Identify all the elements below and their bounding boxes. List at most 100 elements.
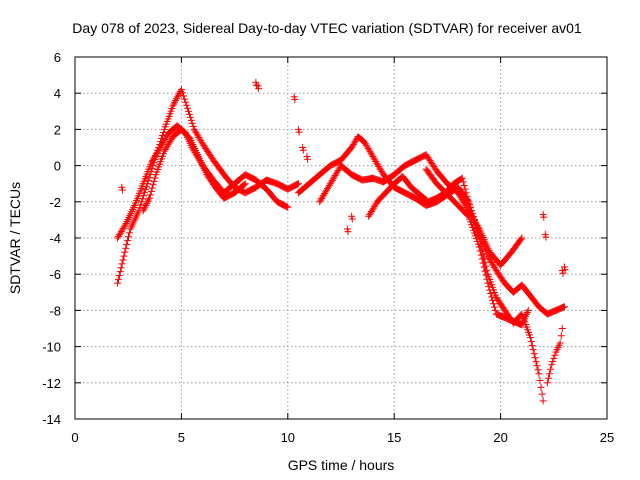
x-tick-label: 0: [71, 430, 78, 445]
data-point: [460, 182, 468, 190]
data-point: [485, 283, 493, 291]
data-point: [550, 354, 558, 362]
data-point: [349, 142, 357, 150]
x-tick-label: 10: [281, 430, 295, 445]
data-point: [559, 269, 567, 277]
data-point: [255, 85, 263, 93]
y-tick-label: 4: [54, 86, 61, 101]
data-point: [141, 186, 149, 194]
data-point: [464, 211, 472, 219]
x-axis-label: GPS time / hours: [288, 457, 395, 473]
x-tick-label: 25: [600, 430, 614, 445]
data-point: [458, 174, 466, 182]
x-tick-label: 20: [493, 430, 507, 445]
data-point: [139, 195, 147, 203]
data-point: [542, 233, 550, 241]
y-tick-label: 0: [54, 159, 61, 174]
data-point: [467, 207, 475, 215]
y-tick-label: -12: [42, 376, 61, 391]
data-point: [177, 86, 185, 94]
data-point: [149, 181, 157, 189]
data-point: [484, 279, 492, 287]
data-point: [528, 342, 536, 350]
data-point: [140, 205, 148, 213]
data-point: [533, 362, 541, 370]
data-point: [475, 243, 483, 251]
data-point: [466, 203, 474, 211]
data-point: [119, 256, 127, 264]
data-point: [483, 275, 491, 283]
data-point: [114, 275, 122, 283]
data-point: [539, 397, 547, 405]
data-point: [180, 92, 188, 100]
data-point: [534, 366, 542, 374]
y-tick-label: -10: [42, 340, 61, 355]
data-point: [490, 300, 498, 308]
data-point: [349, 140, 357, 148]
data-point: [291, 96, 299, 104]
data-point: [473, 228, 481, 236]
data-point: [182, 98, 190, 106]
data-point: [561, 266, 569, 274]
data-point: [118, 260, 126, 268]
data-point: [531, 354, 539, 362]
axis-ticks: -14 -12 -10 -8 -6 -4 -2 0 2 4 6 0 5 10 15 20 25: [42, 50, 614, 445]
data-point: [557, 332, 565, 340]
data-point: [529, 346, 537, 354]
data-point: [184, 104, 192, 112]
data-point: [294, 180, 302, 188]
y-tick-label: -8: [49, 303, 61, 318]
data-point: [472, 222, 480, 230]
data-point: [490, 303, 498, 311]
data-point: [544, 374, 552, 382]
data-point: [560, 303, 568, 311]
data-point: [145, 196, 153, 204]
data-point: [173, 95, 181, 103]
data-point: [151, 174, 159, 182]
data-point: [480, 263, 488, 271]
data-point: [115, 271, 123, 279]
y-tick-label: 6: [54, 50, 61, 65]
data-point: [546, 370, 554, 378]
data-point: [465, 200, 473, 208]
data-point: [136, 204, 144, 212]
data-point: [350, 139, 358, 147]
data-point: [150, 177, 158, 185]
data-point: [482, 271, 490, 279]
data-point: [138, 198, 146, 206]
data-point: [122, 244, 130, 252]
data-point: [137, 201, 145, 209]
data-point: [535, 370, 543, 378]
data-point: [185, 110, 193, 118]
data-point: [530, 350, 538, 358]
data-point: [170, 100, 178, 108]
data-point: [491, 307, 499, 315]
y-axis-label: SDTVAR / TECUs: [7, 182, 23, 294]
data-point: [241, 180, 249, 188]
data-point: [174, 91, 182, 99]
data-point: [479, 259, 487, 267]
data-point: [464, 196, 472, 204]
data-point: [186, 113, 194, 121]
data-point: [548, 361, 556, 369]
data-point: [481, 267, 489, 275]
data-point: [526, 334, 534, 342]
data-point: [536, 377, 544, 385]
data-point: [183, 101, 191, 109]
data-point: [476, 247, 484, 255]
data-point: [141, 203, 149, 211]
data-point: [145, 194, 153, 202]
data-point: [517, 235, 525, 243]
data-point: [142, 201, 150, 209]
data-point: [139, 207, 147, 215]
chart-title: Day 078 of 2023, Sidereal Day-to-day VTE…: [72, 20, 582, 36]
data-point: [295, 128, 303, 136]
data-point: [478, 255, 486, 263]
data-point: [178, 89, 186, 97]
data-point: [488, 293, 496, 301]
data-point: [144, 177, 152, 185]
data-point: [169, 102, 177, 110]
data-point: [147, 187, 155, 195]
x-tick-label: 15: [387, 430, 401, 445]
data-point: [173, 93, 181, 101]
